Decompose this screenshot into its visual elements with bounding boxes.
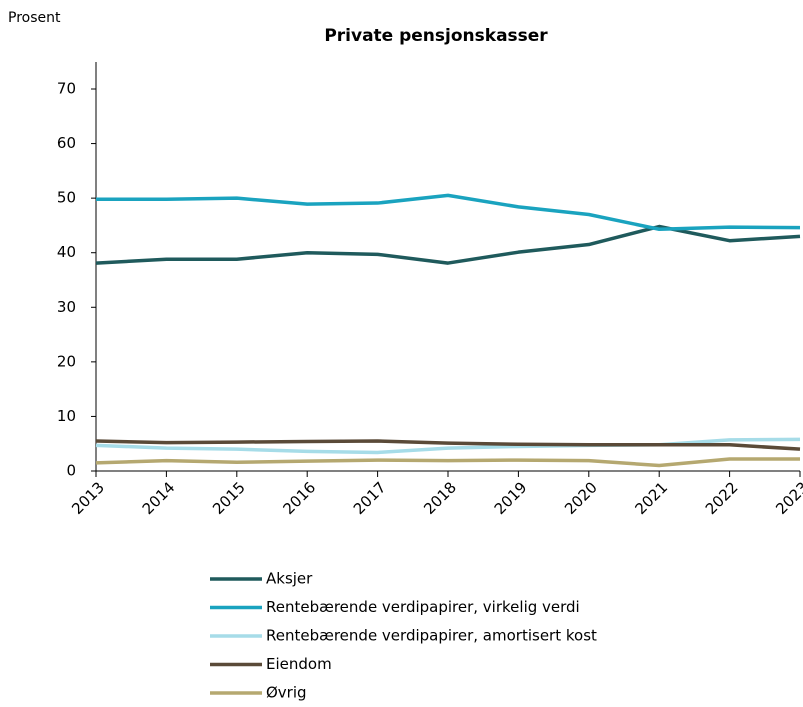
series-line bbox=[95, 224, 801, 265]
legend-label: Rentebærende verdipapirer, virkelig verd… bbox=[266, 598, 580, 616]
y-tick-label: 60 bbox=[57, 134, 76, 152]
x-tick-label: 2022 bbox=[702, 478, 742, 518]
y-tick-label: 40 bbox=[57, 243, 76, 261]
series-line bbox=[95, 439, 801, 451]
y-tick-label: 70 bbox=[57, 80, 76, 98]
legend-label: Øvrig bbox=[266, 684, 307, 702]
series-line bbox=[95, 457, 800, 468]
y-tick-label: 50 bbox=[57, 189, 76, 207]
x-tick-label: 2014 bbox=[139, 478, 179, 518]
y-axis-label: Prosent bbox=[8, 10, 61, 26]
y-tick-label: 30 bbox=[57, 298, 76, 316]
x-tick-label: 2021 bbox=[631, 478, 671, 518]
y-tick-label: 0 bbox=[66, 462, 76, 480]
legend-label: Rentebærende verdipapirer, amortisert ko… bbox=[266, 627, 597, 645]
y-tick-label: 20 bbox=[57, 352, 76, 370]
x-tick-label: 2020 bbox=[561, 478, 601, 518]
y-tick-label: 10 bbox=[57, 407, 76, 425]
legend-label: Eiendom bbox=[266, 655, 332, 673]
legend-label: Aksjer bbox=[266, 570, 313, 588]
x-tick-label: 2016 bbox=[279, 478, 319, 518]
x-tick-label: 2017 bbox=[350, 478, 390, 518]
chart-title: Private pensjonskasser bbox=[324, 26, 548, 46]
x-tick-label: 2023 bbox=[772, 478, 803, 518]
x-tick-label: 2019 bbox=[491, 478, 531, 518]
series-line bbox=[96, 193, 801, 231]
x-tick-label: 2018 bbox=[420, 478, 460, 518]
x-tick-label: 2013 bbox=[68, 478, 108, 518]
x-tick-label: 2015 bbox=[209, 478, 249, 518]
